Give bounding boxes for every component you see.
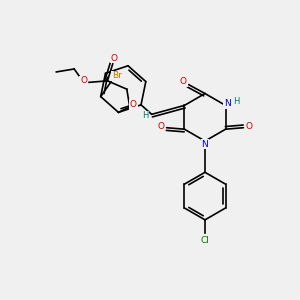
Text: H: H: [233, 97, 239, 106]
Text: N: N: [202, 140, 208, 148]
Text: Cl: Cl: [200, 236, 209, 244]
Text: N: N: [224, 99, 230, 108]
Text: O: O: [180, 77, 187, 86]
Text: Br: Br: [112, 71, 122, 80]
Text: O: O: [111, 54, 118, 63]
Text: H: H: [142, 111, 148, 120]
Text: O: O: [130, 100, 137, 109]
Text: O: O: [80, 76, 87, 85]
Text: O: O: [246, 122, 253, 131]
Text: O: O: [157, 122, 164, 131]
